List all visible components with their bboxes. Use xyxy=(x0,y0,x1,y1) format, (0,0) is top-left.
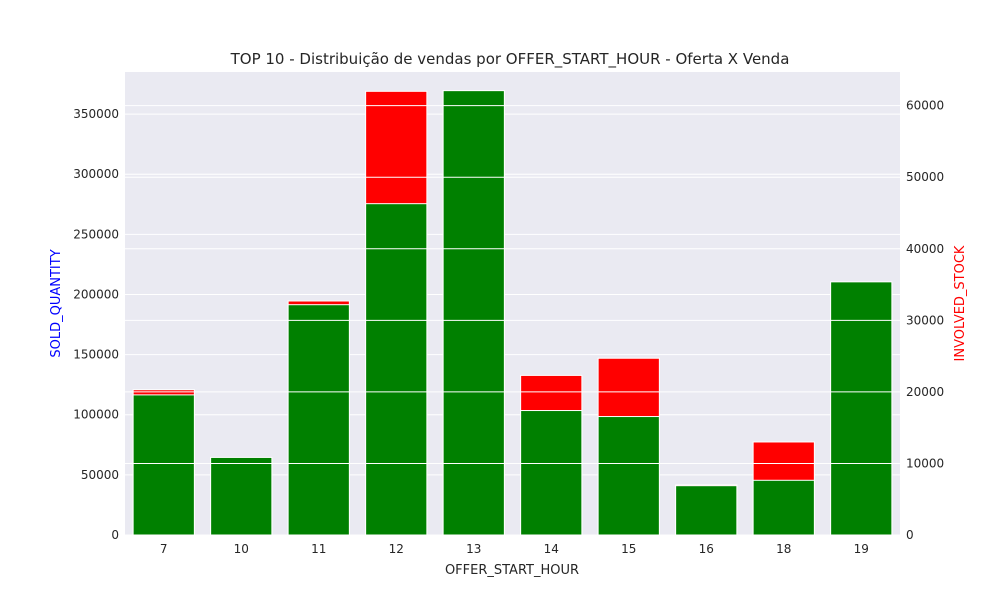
left-axis: 0 50000 100000 150000 200000 250000 300000 3500… xyxy=(73,107,119,542)
y-axis-right-label: INVOLVED_STOCK xyxy=(953,245,968,361)
y-axis-left-label: SOLD_QUANTITY xyxy=(49,249,64,357)
x-tick-label: 14 xyxy=(544,542,559,556)
x-tick-label: 13 xyxy=(466,542,481,556)
y-left-tick-label: 150000 xyxy=(73,348,119,362)
bar-sold-quantity-15 xyxy=(597,416,660,536)
bar-sold-quantity-13 xyxy=(442,90,505,536)
y-right-tick-label: 30000 xyxy=(906,313,944,327)
y-right-tick-label: 10000 xyxy=(906,456,944,470)
x-tick-label: 15 xyxy=(621,542,636,556)
chart-title: TOP 10 - Distribuição de vendas por OFFE… xyxy=(230,50,790,69)
x-tick-label: 16 xyxy=(699,542,714,556)
x-tick-label: 19 xyxy=(854,542,869,556)
x-tick-label: 12 xyxy=(389,542,404,556)
bar-sold-quantity-18 xyxy=(752,479,815,536)
y-left-tick-label: 0 xyxy=(111,528,119,542)
y-right-tick-label: 60000 xyxy=(906,99,944,113)
bars xyxy=(132,90,893,536)
overlay-grid xyxy=(125,105,900,464)
bar-sold-quantity-19 xyxy=(830,281,893,536)
x-axis: 7 10 11 12 13 14 15 16 18 19 xyxy=(160,542,869,556)
x-axis-label: OFFER_START_HOUR xyxy=(445,563,579,578)
bar-sold-quantity-12 xyxy=(365,203,428,536)
bar-sold-quantity-7 xyxy=(132,394,195,536)
y-right-tick-label: 40000 xyxy=(906,242,944,256)
y-right-tick-label: 20000 xyxy=(906,385,944,399)
y-left-tick-label: 300000 xyxy=(73,167,119,181)
y-left-tick-label: 50000 xyxy=(81,468,119,482)
y-right-tick-label: 0 xyxy=(906,528,914,542)
y-right-tick-label: 50000 xyxy=(906,170,944,184)
y-left-tick-label: 100000 xyxy=(73,408,119,422)
x-tick-label: 11 xyxy=(311,542,326,556)
y-left-tick-label: 200000 xyxy=(73,287,119,301)
bar-sold-quantity-10 xyxy=(210,456,273,536)
y-left-tick-label: 350000 xyxy=(73,107,119,121)
bar-sold-quantity-11 xyxy=(287,304,350,536)
bar-sold-quantity-14 xyxy=(520,410,583,536)
right-axis: 0 10000 20000 30000 40000 50000 60000 xyxy=(906,99,944,542)
x-tick-label: 10 xyxy=(234,542,249,556)
y-left-tick-label: 250000 xyxy=(73,227,119,241)
bar-sold-quantity-16 xyxy=(675,485,738,536)
x-tick-label: 7 xyxy=(160,542,168,556)
x-tick-label: 18 xyxy=(776,542,791,556)
